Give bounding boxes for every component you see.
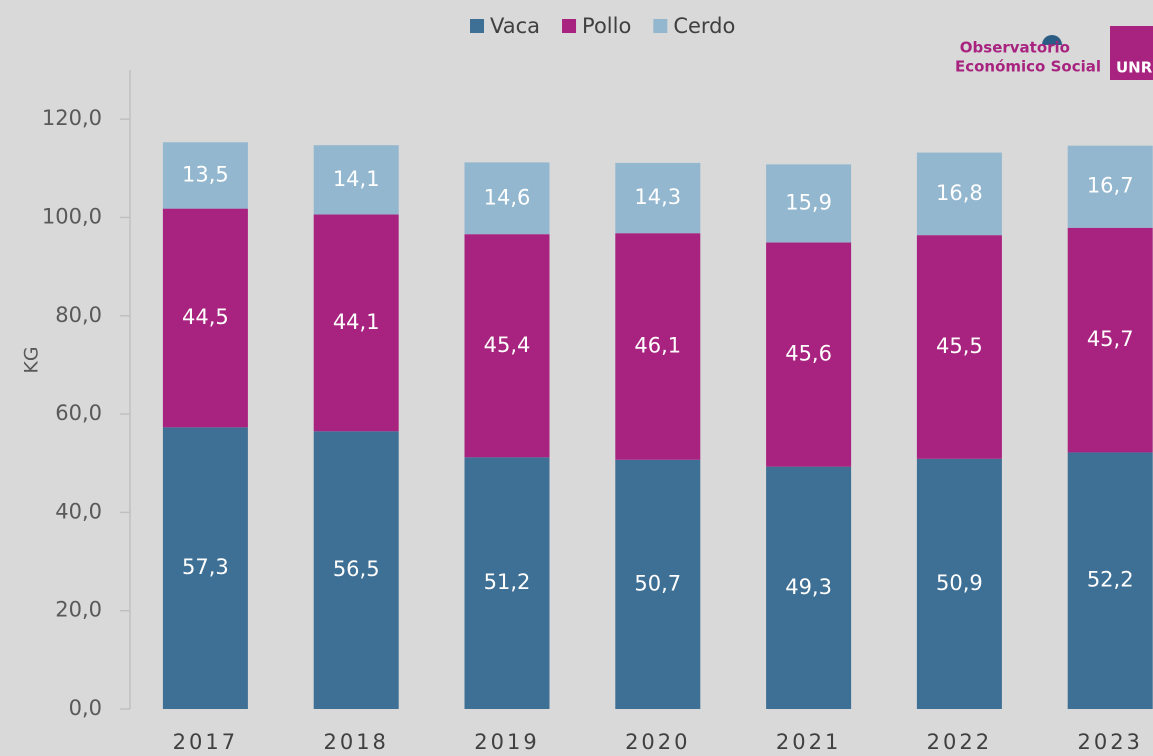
x-tick-label: 2017 bbox=[173, 730, 238, 754]
bar-segment bbox=[615, 233, 701, 460]
value-label: 45,7 bbox=[1087, 327, 1134, 351]
logo-badge bbox=[1110, 26, 1153, 80]
bar-segment bbox=[615, 162, 701, 234]
value-label: 14,1 bbox=[333, 167, 380, 191]
legend-label: Pollo bbox=[582, 14, 631, 38]
x-tick-label: 2023 bbox=[1077, 730, 1142, 754]
x-tick-label: 2022 bbox=[927, 730, 992, 754]
y-tick-label: 80,0 bbox=[55, 303, 102, 327]
value-label: 15,9 bbox=[785, 190, 832, 214]
bar-segment bbox=[766, 164, 852, 243]
bar-segment bbox=[766, 466, 852, 709]
bar-segment bbox=[916, 235, 1002, 459]
bar-segment bbox=[615, 459, 701, 709]
legend-label: Vaca bbox=[490, 14, 540, 38]
bar-segment bbox=[162, 142, 248, 209]
logo-badge-text: UNR bbox=[1116, 59, 1153, 77]
bar-segment bbox=[1067, 452, 1153, 709]
bar-segment bbox=[464, 457, 550, 709]
value-label: 13,5 bbox=[182, 162, 229, 186]
bar-segment bbox=[162, 427, 248, 709]
bar-segment bbox=[1067, 227, 1153, 453]
bar-segment bbox=[162, 208, 248, 428]
value-label: 57,3 bbox=[182, 555, 229, 579]
value-label: 45,4 bbox=[484, 333, 531, 357]
legend-swatch bbox=[562, 19, 577, 33]
value-label: 49,3 bbox=[785, 575, 832, 599]
bar-segment bbox=[916, 458, 1002, 709]
value-label: 44,1 bbox=[333, 310, 380, 334]
legend-swatch bbox=[470, 19, 484, 33]
value-label: 51,2 bbox=[484, 570, 531, 594]
bar-segment bbox=[313, 214, 399, 432]
value-label: 45,5 bbox=[936, 334, 983, 358]
x-tick-label: 2021 bbox=[776, 730, 841, 754]
bar-segment bbox=[464, 162, 550, 235]
y-tick-label: 20,0 bbox=[55, 598, 102, 622]
logo-text: Observatorio bbox=[960, 39, 1070, 57]
value-label: 52,2 bbox=[1087, 568, 1134, 592]
x-tick-label: 2020 bbox=[625, 730, 690, 754]
legend-label: Cerdo bbox=[673, 14, 735, 38]
value-label: 56,5 bbox=[333, 557, 380, 581]
value-label: 46,1 bbox=[634, 333, 681, 357]
y-tick-label: 40,0 bbox=[55, 499, 102, 523]
bar-segment bbox=[916, 152, 1002, 236]
value-label: 50,9 bbox=[936, 571, 983, 595]
value-label: 16,7 bbox=[1087, 174, 1134, 198]
bar-segment bbox=[464, 234, 550, 458]
y-tick-label: 60,0 bbox=[55, 401, 102, 425]
y-axis-label: KG bbox=[21, 346, 43, 373]
x-tick-label: 2018 bbox=[323, 730, 388, 754]
logo-text: Económico Social bbox=[955, 58, 1101, 76]
y-tick-label: 120,0 bbox=[42, 106, 102, 130]
bar-segment bbox=[1067, 145, 1153, 228]
value-label: 14,3 bbox=[634, 185, 681, 209]
y-tick-label: 0,0 bbox=[69, 696, 102, 720]
value-label: 44,5 bbox=[182, 305, 229, 329]
x-tick-label: 2019 bbox=[474, 730, 539, 754]
logo-icon bbox=[1042, 35, 1062, 45]
logo: Observatorio Económico Social UNR bbox=[955, 26, 1153, 80]
bar-segment bbox=[313, 145, 399, 215]
bar-segment bbox=[766, 242, 852, 467]
value-label: 45,6 bbox=[785, 342, 832, 366]
value-label: 16,8 bbox=[936, 181, 983, 205]
bar-segment bbox=[313, 431, 399, 709]
value-label: 50,7 bbox=[634, 571, 681, 595]
legend-swatch bbox=[653, 19, 668, 33]
value-label: 14,6 bbox=[484, 185, 531, 209]
y-tick-label: 100,0 bbox=[42, 204, 102, 228]
